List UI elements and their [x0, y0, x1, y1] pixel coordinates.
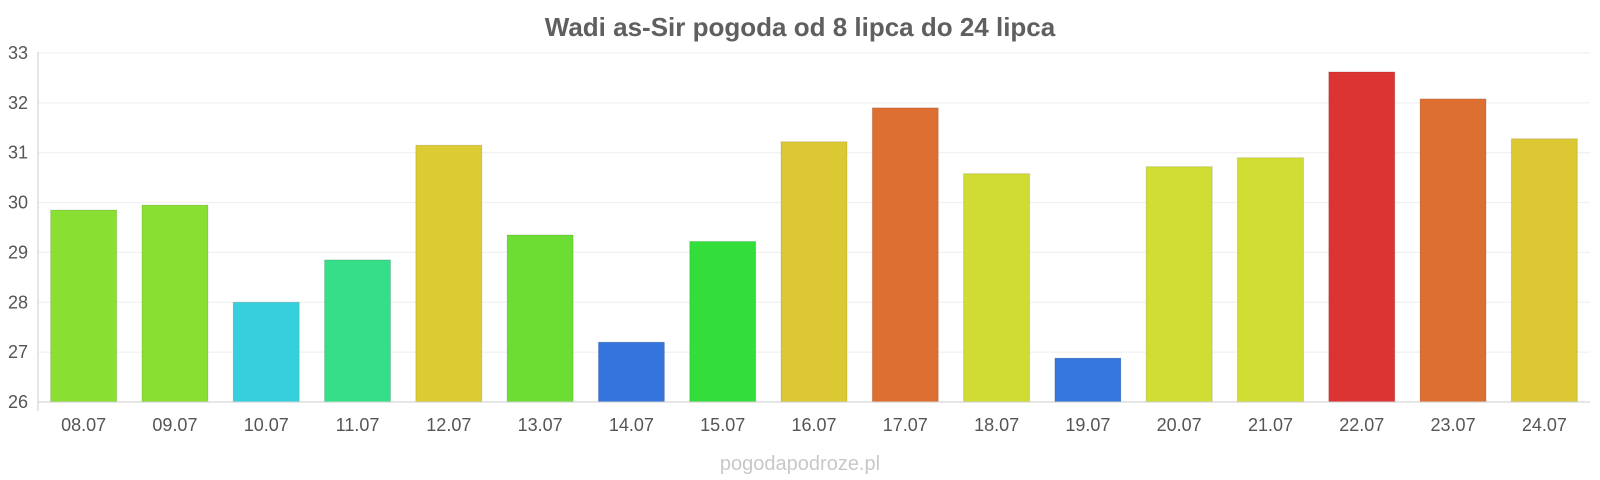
y-tick-label: 33 — [8, 43, 28, 63]
x-tick-label: 21.07 — [1248, 415, 1293, 435]
y-tick-labels: 26 27 28 29 30 31 32 33 — [8, 43, 28, 412]
x-tick-label: 23.07 — [1431, 415, 1476, 435]
axes — [37, 52, 1590, 411]
y-tick-label: 27 — [8, 342, 28, 362]
x-tick-label: 16.07 — [791, 415, 836, 435]
bar-12.07 — [415, 144, 483, 403]
bar-24.07 — [1510, 138, 1578, 403]
y-tick-label: 28 — [8, 292, 28, 312]
bar-17.07 — [871, 107, 939, 403]
x-tick-label: 11.07 — [336, 415, 380, 435]
bars — [50, 71, 1578, 403]
x-tick-label: 20.07 — [1157, 415, 1202, 435]
bar-21.07 — [1236, 157, 1304, 403]
x-tick-label: 15.07 — [700, 415, 745, 435]
x-tick-label: 13.07 — [518, 415, 563, 435]
bar-10.07 — [232, 301, 300, 403]
x-tick-labels: 08.07 09.07 10.07 11.07 12.07 13.07 14.07 15.07… — [61, 415, 1567, 435]
bar-14.07 — [597, 341, 665, 403]
bar-16.07 — [780, 141, 848, 403]
y-tick-label: 29 — [8, 242, 28, 262]
y-tick-label: 32 — [8, 93, 28, 113]
y-tick-label: 26 — [8, 392, 28, 412]
bar-08.07 — [50, 209, 118, 403]
bar-20.07 — [1145, 166, 1213, 403]
x-tick-label: 12.07 — [426, 415, 471, 435]
x-tick-label: 09.07 — [152, 415, 197, 435]
bar-19.07 — [1054, 357, 1122, 403]
bar-09.07 — [141, 204, 209, 403]
x-tick-label: 24.07 — [1522, 415, 1567, 435]
watermark: pogodapodroze.pl — [720, 453, 880, 475]
x-tick-label: 22.07 — [1339, 415, 1384, 435]
x-tick-label: 08.07 — [61, 415, 106, 435]
bar-13.07 — [506, 234, 574, 403]
y-tick-label: 30 — [8, 193, 28, 213]
y-tick-label: 31 — [8, 143, 28, 163]
x-tick-label: 18.07 — [974, 415, 1019, 435]
bar-18.07 — [963, 173, 1031, 403]
bar-11.07 — [324, 259, 392, 403]
bar-23.07 — [1419, 98, 1487, 403]
x-tick-label: 17.07 — [883, 415, 928, 435]
x-tick-label: 14.07 — [609, 415, 654, 435]
bar-22.07 — [1328, 71, 1396, 403]
bar-15.07 — [689, 240, 757, 403]
chart-title: Wadi as-Sir pogoda od 8 lipca do 24 lipc… — [545, 12, 1056, 42]
x-tick-label: 10.07 — [244, 415, 289, 435]
x-tick-label: 19.07 — [1065, 415, 1110, 435]
